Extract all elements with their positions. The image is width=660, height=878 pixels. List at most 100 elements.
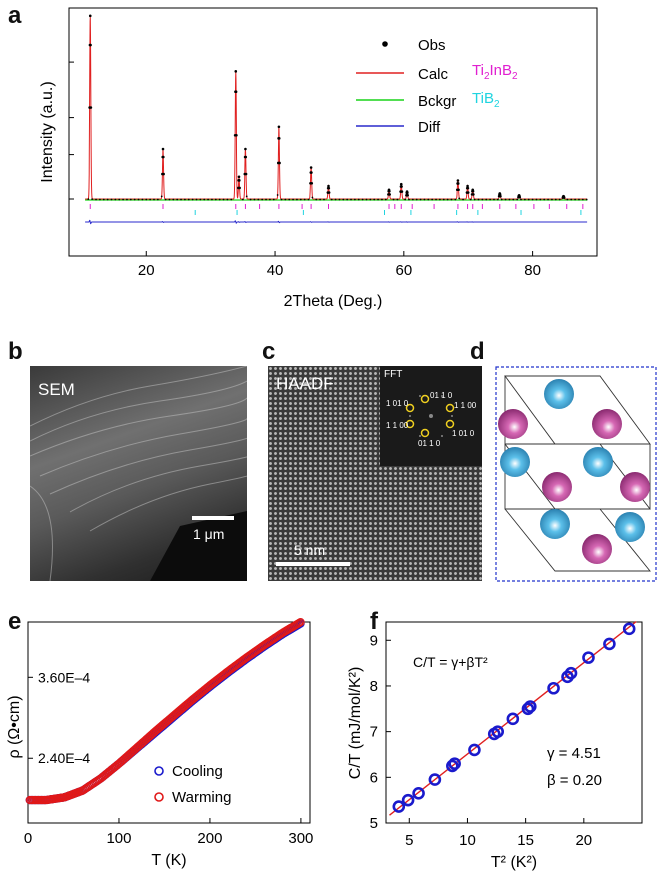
panel-letter-c: c [262, 338, 276, 365]
xrd-obs-point [547, 198, 549, 201]
xrd-obs-point [365, 198, 368, 201]
xrd-obs-point [87, 198, 90, 201]
xrd-obs-point [230, 198, 233, 201]
xrd-obs-point [400, 190, 404, 193]
xrd-obs-point [353, 198, 356, 201]
xrd-diff-line [85, 219, 588, 225]
xrd-obs-point [323, 198, 325, 201]
specific-heat-plot-frame [385, 621, 643, 824]
xrd-obs-point [319, 198, 322, 201]
xrd-obs-point [466, 192, 468, 194]
xrd-obs-point [404, 198, 407, 201]
xrd-obs-point [153, 198, 155, 201]
xrd-obs-point [551, 198, 553, 201]
specific-heat-y-tick-label: 7 [370, 724, 378, 741]
xrd-x-tick-label: 60 [395, 262, 412, 279]
legend-cooling-label: Cooling [172, 763, 223, 780]
xrd-obs-point [456, 179, 460, 182]
xrd-obs-point [435, 198, 437, 201]
panel-letter-b: b [8, 338, 23, 365]
sem-image: SEM 1 μm [30, 366, 247, 581]
panel-letter-e: e [8, 608, 22, 635]
fft-index-4: 1 1 00 [386, 421, 409, 430]
haadf-image: HAADF FFT 01 1 0 1 01 0 1 1 00 1 1 00 1 … [268, 366, 482, 581]
xrd-obs-point [493, 198, 495, 201]
xrd-obs-point [244, 172, 248, 176]
xrd-x-axis-label: 2Theta (Deg.) [284, 293, 383, 310]
specific-heat-y-tick-label: 8 [370, 678, 378, 695]
xrd-obs-point [400, 183, 403, 186]
xrd-obs-point [369, 198, 372, 201]
atom-blue-2 [500, 447, 530, 477]
xrd-obs-point [176, 198, 179, 201]
xrd-obs-point [172, 198, 175, 201]
resistivity-y-axis-label: ρ (Ω•cm) [6, 695, 23, 758]
xrd-obs-point [214, 198, 217, 201]
xrd-obs-point [327, 186, 331, 190]
atom-pink-5 [582, 534, 612, 564]
xrd-obs-point [381, 198, 383, 201]
specific-heat-points [392, 622, 636, 813]
panel-letter-d: d [470, 338, 485, 365]
atom-blue-3 [583, 447, 613, 477]
xrd-obs-point [249, 198, 252, 201]
resistivity-legend: Cooling Warming [154, 763, 231, 806]
xrd-obs-point [456, 182, 460, 185]
legend-obs-label: Obs [418, 37, 446, 54]
xrd-obs-point [268, 198, 271, 201]
xrd-x-tick-label: 40 [267, 262, 284, 279]
xrd-obs-point [238, 176, 240, 179]
specific-heat-x-tick-label: 15 [517, 832, 534, 849]
xrd-obs-point [277, 137, 281, 140]
xrd-obs-point [234, 70, 238, 73]
xrd-obs-point [442, 198, 445, 201]
xrd-obs-point [277, 125, 281, 129]
xrd-obs-point [122, 198, 124, 201]
resistivity-y-tick-label: 3.60E–4 [38, 669, 90, 685]
xrd-obs-point [299, 198, 302, 201]
xrd-obs-point [450, 198, 453, 201]
resistivity-ticks: 0 100 200 300 2.40E–4 3.60E–4 [24, 669, 314, 847]
specific-heat-point [446, 759, 459, 773]
xrd-obs-point [334, 198, 337, 201]
xrd-obs-point [180, 198, 182, 201]
xrd-obs-point [338, 198, 341, 201]
legend-bckgr-label: Bckgr [418, 93, 456, 110]
xrd-obs-point [164, 198, 167, 201]
resistivity-plot-frame [27, 621, 311, 824]
xrd-obs-point [415, 198, 418, 201]
xrd-obs-point [469, 198, 472, 201]
xrd-obs-point [472, 193, 475, 196]
fft-inset: FFT 01 1 0 1 01 0 1 1 00 1 1 00 1 01 0 0… [380, 366, 482, 466]
xrd-obs-point [466, 184, 469, 188]
xrd-obs-point [419, 198, 422, 201]
specific-heat-point [521, 702, 535, 716]
xrd-obs-point [500, 198, 503, 201]
xrd-legend: Obs Calc Bckgr Diff [356, 37, 456, 136]
xrd-obs-point [485, 198, 488, 201]
xrd-obs-point [330, 198, 333, 201]
xrd-obs-point [539, 198, 542, 201]
xrd-obs-point [168, 198, 171, 201]
fft-index-1: 01 1 0 [430, 391, 453, 400]
fft-label: FFT [384, 369, 403, 380]
specific-heat-y-tick-label: 9 [370, 632, 378, 649]
legend-warming-marker [154, 792, 164, 802]
xrd-obs-point [406, 191, 409, 195]
xrd-obs-point [211, 198, 213, 201]
xrd-obs-point [427, 198, 430, 201]
xrd-obs-point [454, 198, 457, 201]
xrd-obs-point [315, 198, 318, 201]
xrd-obs-point [203, 198, 206, 201]
legend-calc-label: Calc [418, 66, 449, 83]
xrd-phase1-ticks [89, 204, 584, 209]
xrd-y-axis-label: Intensity (a.u.) [39, 81, 56, 182]
xrd-obs-point [477, 198, 480, 201]
xrd-obs-point [160, 195, 163, 198]
xrd-obs-point [133, 198, 136, 201]
xrd-chart: 20 40 60 80 Obs Calc Bckgr Diff 2Theta (Deg… [39, 7, 598, 310]
xrd-obs-point [145, 198, 148, 201]
xrd-obs-point [562, 195, 565, 198]
resistivity-x-tick-label: 300 [288, 830, 313, 847]
atom-blue-4 [540, 509, 570, 539]
